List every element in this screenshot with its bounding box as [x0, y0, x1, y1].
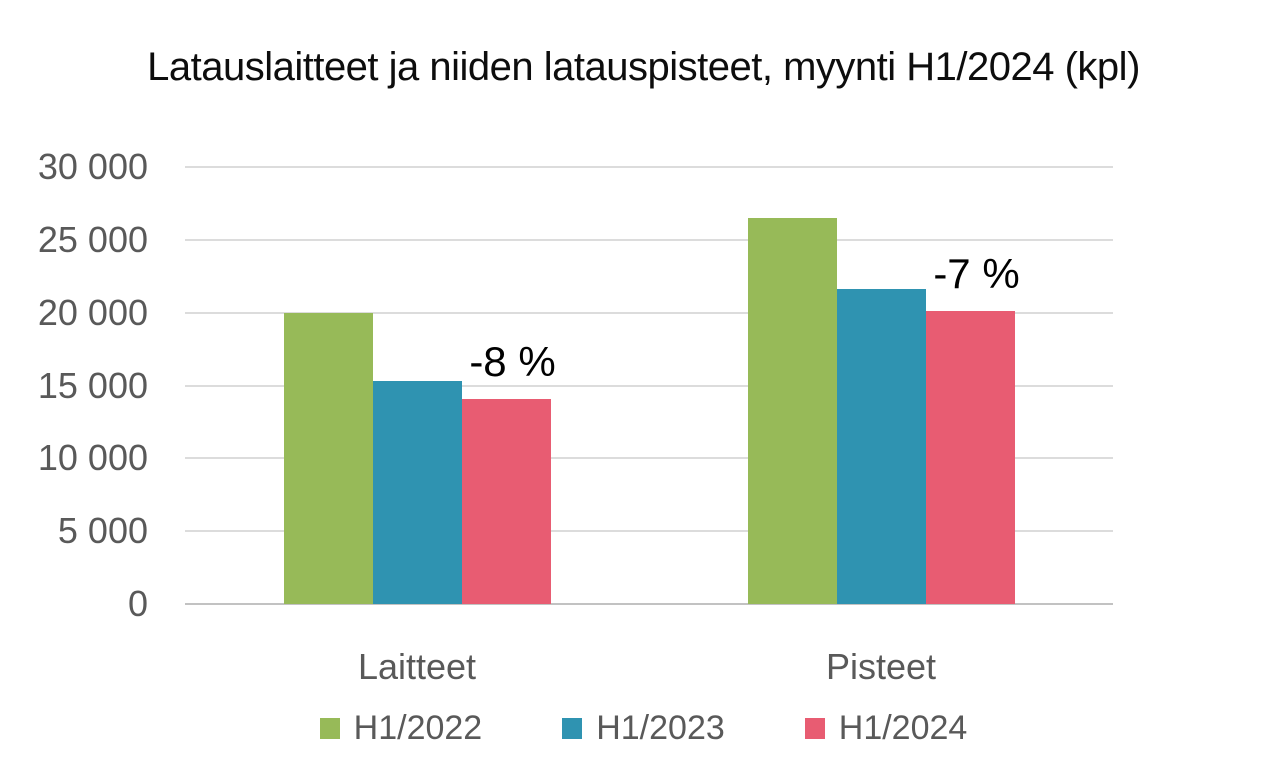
- chart-title: Latauslaitteet ja niiden latauspisteet, …: [147, 45, 1140, 89]
- y-tick-label: 15 000: [37, 365, 148, 406]
- gridline: [185, 312, 1113, 314]
- legend-swatch-icon: [804, 717, 825, 739]
- bar-laitteet-H1-2023: [373, 381, 462, 604]
- legend-swatch-icon: [319, 717, 340, 739]
- category-label-laitteet: Laitteet: [357, 646, 477, 687]
- y-tick-label: 10 000: [37, 437, 148, 478]
- gridline: [185, 530, 1113, 532]
- y-tick-label: 0: [127, 583, 148, 624]
- gridline: [185, 239, 1113, 241]
- y-tick-label: 5 000: [57, 510, 148, 551]
- bar-laitteet-H1-2024: [462, 399, 551, 604]
- legend-swatch-icon: [562, 717, 583, 739]
- gridline: [185, 457, 1113, 459]
- y-tick-label: 25 000: [37, 219, 148, 260]
- bar-laitteet-H1-2022: [284, 313, 373, 604]
- gridline: [185, 385, 1113, 387]
- legend-label: H1/2023: [596, 709, 725, 747]
- y-tick-label: 30 000: [37, 146, 148, 187]
- legend-item-H1-2024: H1/2024: [804, 706, 968, 750]
- bar-pisteet-H1-2024: [926, 311, 1015, 604]
- annotation-label: -8 %: [463, 339, 562, 385]
- legend: H1/2022 H1/2023 H1/2024: [0, 706, 1287, 750]
- legend-label: H1/2024: [838, 709, 968, 747]
- legend-label: H1/2022: [353, 709, 483, 747]
- gridline: [185, 166, 1113, 168]
- y-tick-label: 20 000: [37, 292, 148, 333]
- annotation-label: -7 %: [927, 251, 1026, 297]
- legend-item-H1-2023: H1/2023: [562, 706, 725, 750]
- x-axis-line: [185, 603, 1113, 605]
- bar-pisteet-H1-2023: [837, 289, 926, 604]
- legend-item-H1-2022: H1/2022: [319, 706, 483, 750]
- category-label-pisteet: Pisteet: [825, 646, 937, 687]
- bar-pisteet-H1-2022: [748, 218, 837, 604]
